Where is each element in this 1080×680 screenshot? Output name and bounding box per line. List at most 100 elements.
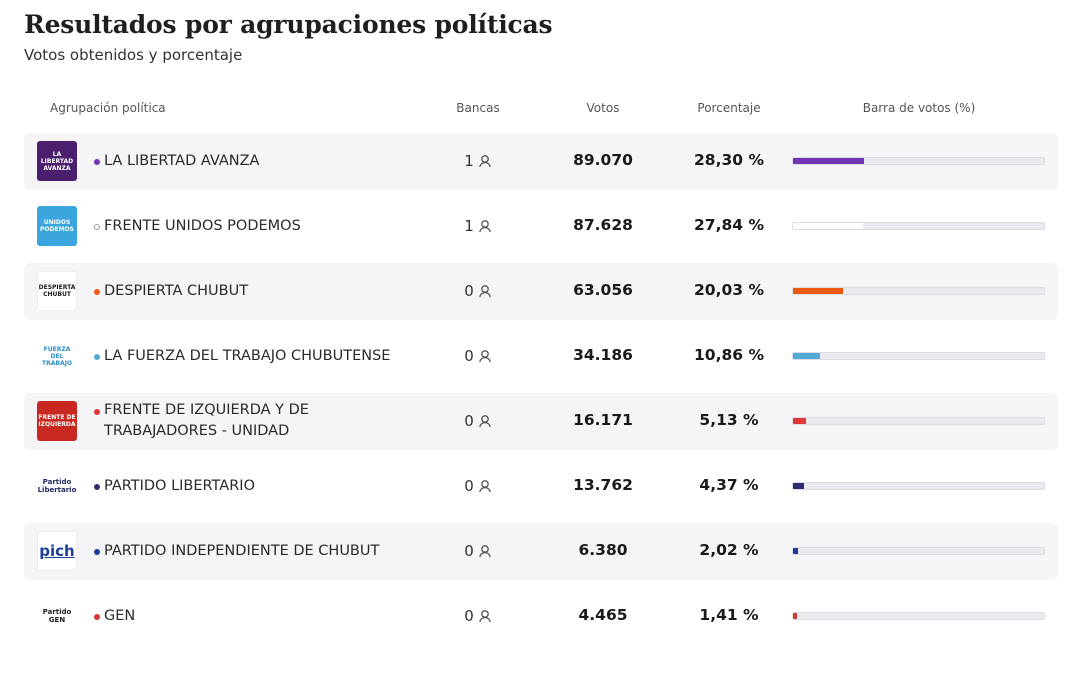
logo-text: pich [39, 542, 75, 560]
vote-bar [793, 158, 864, 164]
person-icon [478, 155, 491, 168]
chart-title: Resultados por agrupaciones políticas [24, 10, 553, 39]
seats-cell: 0 [434, 412, 522, 430]
seats-value: 0 [464, 347, 474, 365]
vote-bar [793, 223, 863, 229]
seats-cell: 1 [434, 152, 522, 170]
logo-text: LA LIBERTAD AVANZA [40, 150, 74, 172]
vote-bar [793, 548, 798, 554]
table-row: Partido Libertario PARTIDO LIBERTARIO 0 13.… [24, 458, 1058, 515]
seats-value: 0 [464, 542, 474, 560]
despierta-chubut-logo: DESPIERTA CHUBUT [37, 271, 77, 311]
party-name: LA FUERZA DEL TRABAJO CHUBUTENSE [104, 348, 391, 364]
percentage-value: 27,84 % [694, 216, 764, 234]
vote-bar-track [792, 352, 1045, 360]
vote-bar-track [792, 547, 1045, 555]
table-row: FUERZA DEL TRABAJO LA FUERZA DEL TRABAJO … [24, 328, 1058, 385]
party-color-dot [94, 484, 100, 490]
seats-value: 1 [464, 217, 474, 235]
logo-text: UNIDOS PODEMOS [40, 219, 74, 233]
person-icon [478, 350, 491, 363]
votes-value: 87.628 [573, 216, 633, 234]
percentage-value: 5,13 % [699, 411, 759, 429]
seats-value: 0 [464, 477, 474, 495]
chart-subtitle: Votos obtenidos y porcentaje [24, 46, 243, 64]
vote-bar-track [792, 222, 1045, 230]
partido-libertario-logo: Partido Libertario [37, 466, 77, 506]
vote-bar [793, 353, 820, 359]
logo-text: FUERZA DEL TRABAJO [42, 345, 72, 367]
seats-cell: 0 [434, 477, 522, 495]
percentage-value: 1,41 % [699, 606, 759, 624]
party-color-dot [94, 354, 100, 360]
person-icon [478, 545, 491, 558]
seats-value: 0 [464, 412, 474, 430]
table-row: Partido GEN GEN 0 4.465 1,41 % [24, 588, 1058, 645]
votes-value: 4.465 [578, 606, 628, 624]
pich-logo: pich [37, 531, 77, 571]
party-name: FRENTE DE IZQUIERDA Y DE TRABAJADORES - … [104, 402, 309, 439]
column-header-votes: Votos [586, 101, 620, 115]
seats-value: 0 [464, 607, 474, 625]
column-header-vote-bar: Barra de votos (%) [862, 101, 976, 115]
party-name: PARTIDO LIBERTARIO [104, 478, 255, 494]
table-row: LA LIBERTAD AVANZA LA LIBERTAD AVANZA 1 89.… [24, 133, 1058, 190]
vote-bar [793, 418, 806, 424]
vote-bar-track [792, 287, 1045, 295]
party-color-dot [94, 224, 100, 230]
column-header-seats: Bancas [456, 101, 500, 115]
percentage-value: 2,02 % [699, 541, 759, 559]
party-name: GEN [104, 608, 136, 624]
vote-bar-track [792, 612, 1045, 620]
person-icon [478, 610, 491, 623]
percentage-value: 20,03 % [694, 281, 764, 299]
votes-value: 34.186 [573, 346, 633, 364]
frente-unidos-podemos-logo: UNIDOS PODEMOS [37, 206, 77, 246]
table-row: DESPIERTA CHUBUT DESPIERTA CHUBUT 0 63.056 2… [24, 263, 1058, 320]
table-row: FRENTE DE IZQUIERDA FRENTE DE IZQUIERDA Y… [24, 393, 1058, 450]
vote-bar [793, 483, 804, 489]
seats-value: 0 [464, 282, 474, 300]
vote-bar-track [792, 417, 1045, 425]
table-header: Agrupación política Bancas Votos Porcent… [24, 99, 1058, 119]
seats-cell: 1 [434, 217, 522, 235]
seats-value: 1 [464, 152, 474, 170]
percentage-value: 10,86 % [694, 346, 764, 364]
votes-value: 89.070 [573, 151, 633, 169]
table-row: UNIDOS PODEMOS FRENTE UNIDOS PODEMOS 1 87.6… [24, 198, 1058, 255]
party-name: PARTIDO INDEPENDIENTE DE CHUBUT [104, 543, 380, 559]
votes-value: 6.380 [578, 541, 628, 559]
person-icon [478, 285, 491, 298]
table-row: pich PARTIDO INDEPENDIENTE DE CHUBUT 0 6.38… [24, 523, 1058, 580]
party-name: DESPIERTA CHUBUT [104, 283, 249, 299]
party-color-dot [94, 549, 100, 555]
votes-value: 13.762 [573, 476, 633, 494]
column-header-party: Agrupación política [50, 101, 166, 115]
percentage-value: 28,30 % [694, 151, 764, 169]
person-icon [478, 220, 491, 233]
frente-de-izquierda-logo: FRENTE DE IZQUIERDA [37, 401, 77, 441]
logo-text: Partido GEN [42, 608, 72, 624]
logo-text: Partido Libertario [37, 478, 77, 494]
seats-cell: 0 [434, 542, 522, 560]
vote-bar-track [792, 482, 1045, 490]
vote-bar [793, 613, 797, 619]
percentage-value: 4,37 % [699, 476, 759, 494]
party-color-dot [94, 289, 100, 295]
person-icon [478, 480, 491, 493]
seats-cell: 0 [434, 282, 522, 300]
column-header-percentage: Porcentaje [697, 101, 761, 115]
votes-value: 63.056 [573, 281, 633, 299]
party-color-dot [94, 159, 100, 165]
party-name: LA LIBERTAD AVANZA [104, 153, 260, 169]
logo-text: DESPIERTA CHUBUT [38, 284, 76, 298]
la-fuerza-del-trabajo-logo: FUERZA DEL TRABAJO [37, 336, 77, 376]
partido-gen-logo: Partido GEN [37, 596, 77, 636]
vote-bar-track [792, 157, 1045, 165]
party-name: FRENTE UNIDOS PODEMOS [104, 218, 301, 234]
party-color-dot [94, 409, 100, 415]
seats-cell: 0 [434, 607, 522, 625]
la-libertad-avanza-logo: LA LIBERTAD AVANZA [37, 141, 77, 181]
person-icon [478, 415, 491, 428]
party-color-dot [94, 614, 100, 620]
